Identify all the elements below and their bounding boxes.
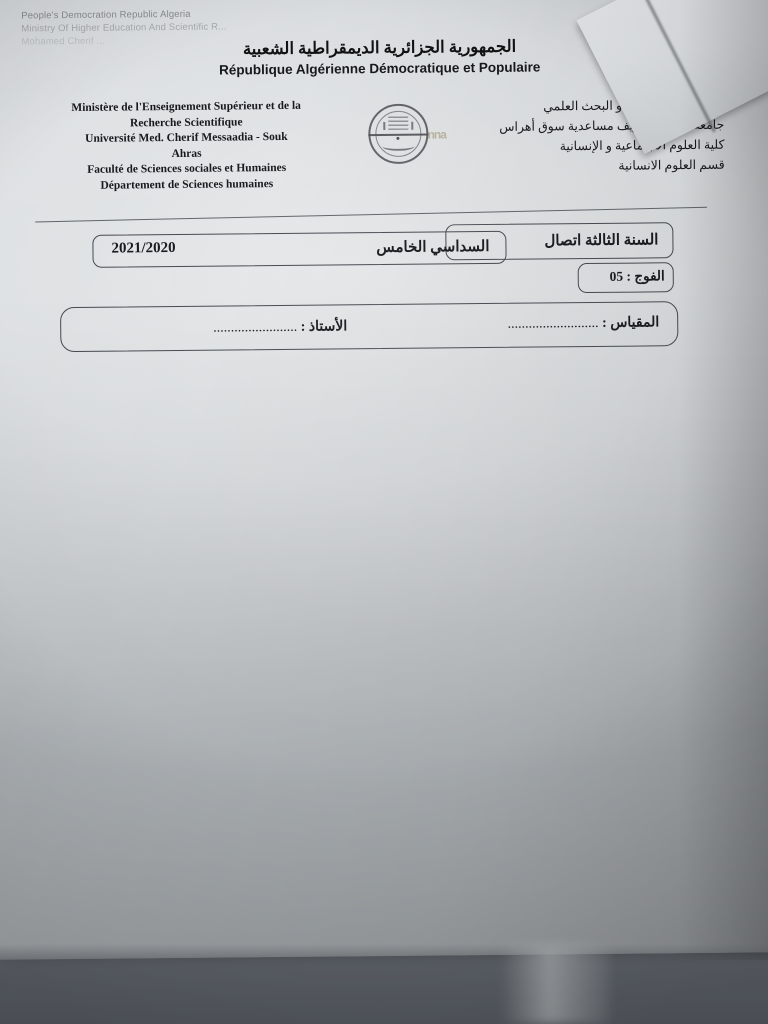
group-label: الفوج : (626, 268, 665, 284)
semester-text: السداسي الخامس (376, 238, 490, 257)
desk-light-sheen (500, 944, 610, 1024)
academic-year-text: 2021/2020 (111, 239, 176, 257)
institution-french-block: Ministère de l'Enseignement Supérieur et… (36, 98, 337, 194)
institution-fr-line-6: Département de Sciences humaines (100, 177, 274, 192)
group-text: الفوج : 05 (610, 268, 665, 285)
subject-label: المقياس : (602, 315, 660, 331)
seal-tick-right (410, 121, 413, 130)
semester-box: السداسي الخامس 2021/2020 (92, 230, 507, 268)
group-value: 05 (609, 268, 624, 284)
header-divider (35, 206, 708, 223)
institution-fr-line-1: Ministère de l'Enseignement Supérieur et… (71, 99, 301, 114)
subject-dots: .......................... (507, 315, 599, 332)
institution-ar-line-4: قسم العلوم الانسانية (618, 157, 725, 173)
teacher-label: الأستاذ : (300, 319, 348, 335)
seal-calligraphy (387, 115, 408, 130)
seal-watermark-text: nna (427, 127, 446, 142)
teacher-field[interactable]: الأستاذ : ........................ (213, 318, 347, 336)
subject-field[interactable]: المقياس : .......................... (508, 314, 660, 332)
group-box: الفوج : 05 (577, 262, 674, 294)
seal-tick-left (382, 121, 385, 130)
subject-teacher-box: المقياس : .......................... الأ… (60, 301, 679, 353)
seal-arc (381, 141, 415, 152)
seal-dot (395, 136, 399, 140)
year-level-text: السنة الثالثة اتصال (544, 232, 659, 250)
institution-ar-line-3: كلية العلوم الاجتماعية و الإنسانية (559, 137, 725, 154)
desk-surface (0, 944, 768, 1024)
teacher-dots: ........................ (213, 319, 298, 336)
university-seal-icon: nna (366, 102, 446, 167)
